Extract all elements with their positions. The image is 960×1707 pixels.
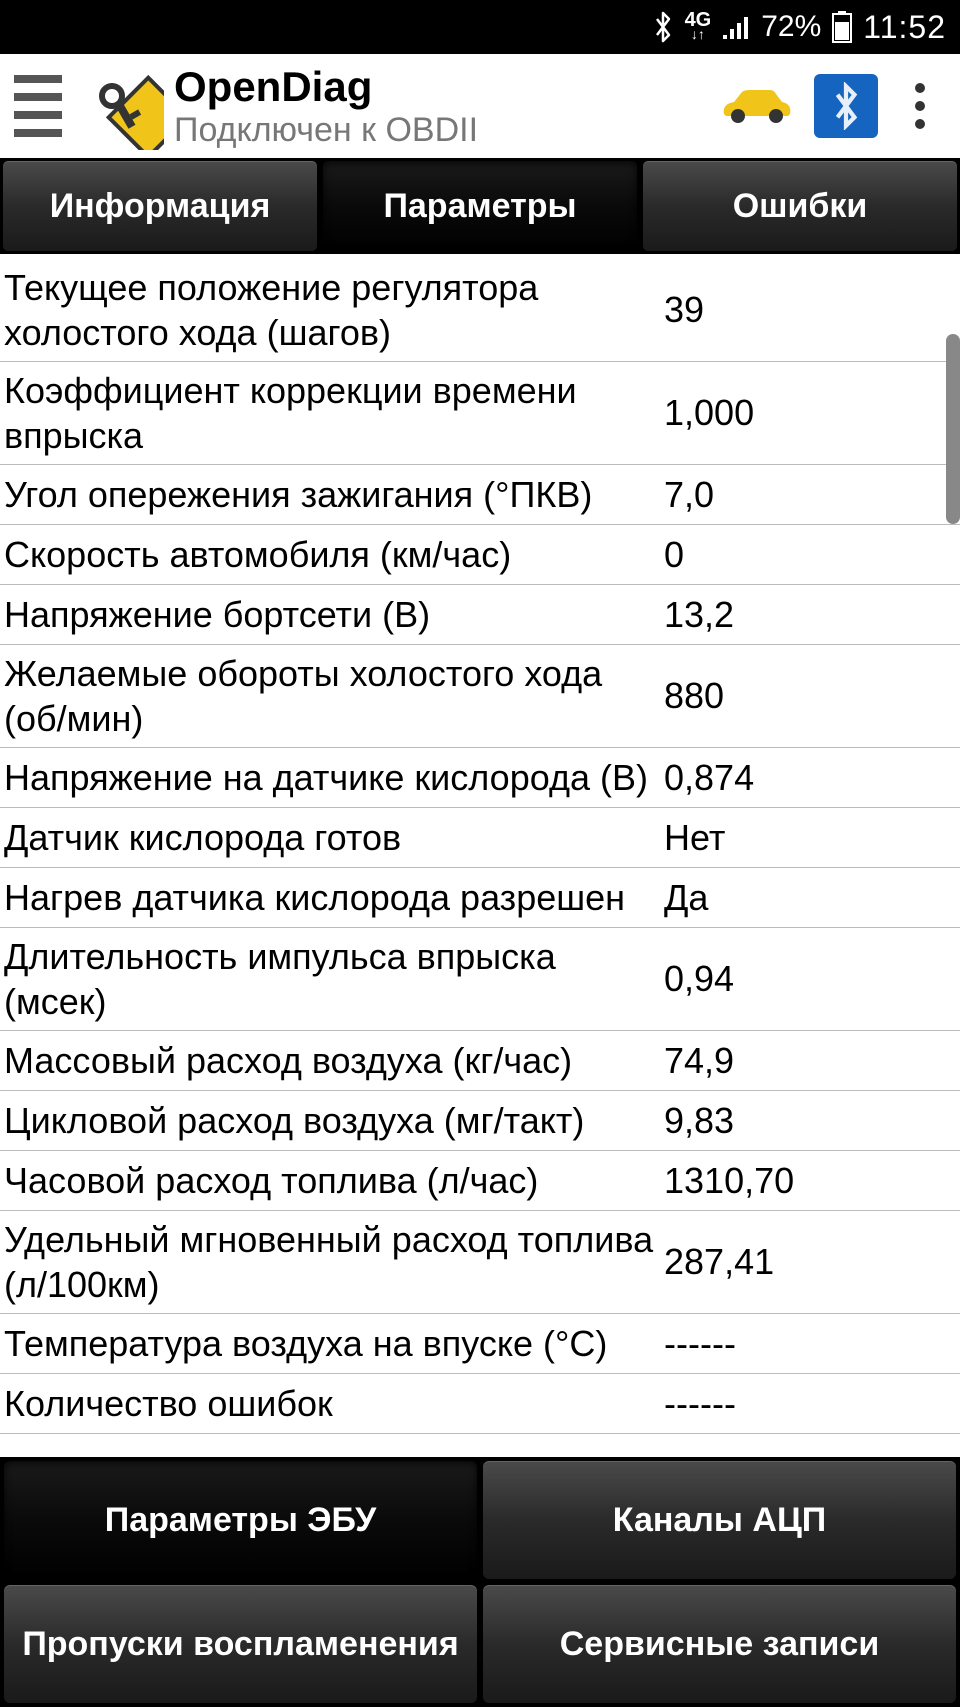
param-label: Количество ошибок <box>4 1381 654 1426</box>
param-label: Часовой расход топлива (л/час) <box>4 1158 654 1203</box>
tab-service-records[interactable]: Сервисные записи <box>483 1585 956 1703</box>
param-row[interactable]: Длительность импульса впрыска (мсек)0,94 <box>0 928 960 1031</box>
android-status-bar: 4G ↓↑ 72% 11:52 <box>0 0 960 54</box>
param-label: Напряжение на датчике кислорода (В) <box>4 755 654 800</box>
param-value: Да <box>654 877 948 919</box>
param-value: 39 <box>654 289 948 331</box>
param-row[interactable]: Текущее положение регулятора холостого х… <box>0 259 960 362</box>
tab-errors[interactable]: Ошибки <box>642 160 958 252</box>
tab-ecu-params[interactable]: Параметры ЭБУ <box>4 1461 477 1579</box>
param-label: Текущее положение регулятора холостого х… <box>4 265 654 355</box>
param-label: Скорость автомобиля (км/час) <box>4 532 654 577</box>
param-value: 9,83 <box>654 1100 948 1142</box>
param-row[interactable]: Коэффициент коррекции времени впрыска1,0… <box>0 362 960 465</box>
app-title: OpenDiag <box>174 63 716 111</box>
param-value: ------ <box>654 1323 948 1365</box>
param-value: 0 <box>654 534 948 576</box>
param-row[interactable]: Угол опережения зажигания (°ПКВ)7,0 <box>0 465 960 525</box>
more-options-button[interactable] <box>896 74 944 138</box>
parameter-list[interactable]: Текущее положение регулятора холостого х… <box>0 254 960 1457</box>
tab-adc-channels[interactable]: Каналы АЦП <box>483 1461 956 1579</box>
status-clock: 11:52 <box>863 9 946 46</box>
battery-percent: 72% <box>761 10 821 44</box>
param-row[interactable]: Температура воздуха на впуске (°С)------ <box>0 1314 960 1374</box>
param-label: Угол опережения зажигания (°ПКВ) <box>4 472 654 517</box>
signal-icon <box>721 13 751 41</box>
scroll-indicator[interactable] <box>946 334 960 524</box>
app-logo-icon <box>74 60 166 152</box>
param-value: 1,000 <box>654 392 948 434</box>
network-label: 4G <box>685 13 712 27</box>
car-icon[interactable] <box>716 84 796 128</box>
param-label: Длительность импульса впрыска (мсек) <box>4 934 654 1024</box>
param-row[interactable]: Часовой расход топлива (л/час)1310,70 <box>0 1151 960 1211</box>
param-row[interactable]: Датчик кислорода готовНет <box>0 808 960 868</box>
param-label: Коэффициент коррекции времени впрыска <box>4 368 654 458</box>
param-label: Массовый расход воздуха (кг/час) <box>4 1038 654 1083</box>
tab-info[interactable]: Информация <box>2 160 318 252</box>
param-row[interactable]: Желаемые обороты холостого хода (об/мин)… <box>0 645 960 748</box>
menu-button[interactable] <box>6 74 70 138</box>
bluetooth-adapter-icon[interactable] <box>814 74 878 138</box>
app-title-block: OpenDiag Подключен к OBDII <box>174 63 716 150</box>
param-label: Температура воздуха на впуске (°С) <box>4 1321 654 1366</box>
network-4g-icon: 4G ↓↑ <box>685 13 712 41</box>
param-row[interactable]: Напряжение на датчике кислорода (В)0,874 <box>0 748 960 808</box>
param-row[interactable]: Цикловой расход воздуха (мг/такт)9,83 <box>0 1091 960 1151</box>
app-subtitle: Подключен к OBDII <box>174 111 716 150</box>
param-value: 0,94 <box>654 958 948 1000</box>
param-value: Нет <box>654 817 948 859</box>
param-row[interactable]: Массовый расход воздуха (кг/час)74,9 <box>0 1031 960 1091</box>
param-value: 7,0 <box>654 474 948 516</box>
param-value: ------ <box>654 1383 948 1425</box>
param-row[interactable]: Напряжение бортсети (В)13,2 <box>0 585 960 645</box>
param-row[interactable]: Нагрев датчика кислорода разрешенДа <box>0 868 960 928</box>
param-value: 13,2 <box>654 594 948 636</box>
bluetooth-icon <box>651 10 675 44</box>
param-label: Цикловой расход воздуха (мг/такт) <box>4 1098 654 1143</box>
param-label: Датчик кислорода готов <box>4 815 654 860</box>
app-header: OpenDiag Подключен к OBDII <box>0 54 960 158</box>
param-value: 287,41 <box>654 1241 948 1283</box>
battery-icon <box>831 10 853 44</box>
param-label: Нагрев датчика кислорода разрешен <box>4 875 654 920</box>
param-label: Напряжение бортсети (В) <box>4 592 654 637</box>
bottom-tab-bar: Параметры ЭБУ Каналы АЦП Пропуски воспла… <box>0 1457 960 1707</box>
top-tab-bar: Информация Параметры Ошибки <box>0 158 960 254</box>
param-row[interactable]: Удельный мгновенный расход топлива (л/10… <box>0 1211 960 1314</box>
param-value: 74,9 <box>654 1040 948 1082</box>
param-value: 880 <box>654 675 948 717</box>
tab-params[interactable]: Параметры <box>322 160 638 252</box>
tab-misfires[interactable]: Пропуски воспламенения <box>4 1585 477 1703</box>
param-value: 1310,70 <box>654 1160 948 1202</box>
param-value: 0,874 <box>654 757 948 799</box>
param-label: Удельный мгновенный расход топлива (л/10… <box>4 1217 654 1307</box>
header-icons <box>716 74 950 138</box>
param-row[interactable]: Количество ошибок------ <box>0 1374 960 1434</box>
param-label: Желаемые обороты холостого хода (об/мин) <box>4 651 654 741</box>
param-row[interactable]: Скорость автомобиля (км/час)0 <box>0 525 960 585</box>
